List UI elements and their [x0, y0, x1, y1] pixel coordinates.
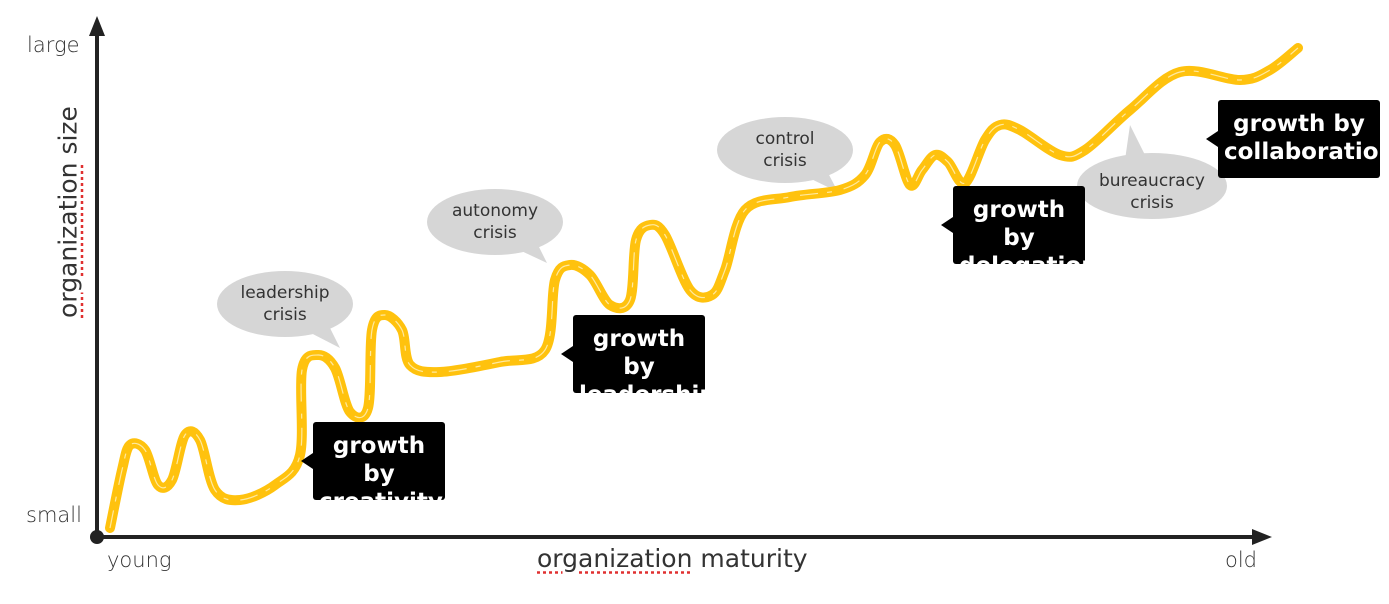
- y-axis-title-word: size: [53, 106, 83, 155]
- phase-line: growth by: [332, 433, 426, 487]
- crisis-line: crisis: [473, 223, 517, 243]
- phase-callout-leadership: growth by leadership: [561, 315, 716, 408]
- x-axis-arrow-icon: [1252, 529, 1272, 545]
- x-right-label: old: [1225, 548, 1258, 572]
- crisis-bubble-autonomy: autonomy crisis: [427, 200, 563, 244]
- phase-callout-collaboration: growth by collaboration: [1206, 100, 1389, 178]
- crisis-line: leadership: [240, 283, 330, 303]
- y-top-label: large: [27, 33, 80, 57]
- phase-callout-delegation: growth by delegation: [941, 186, 1098, 279]
- x-axis-title-word: organization: [537, 544, 693, 573]
- crisis-line: autonomy: [451, 201, 539, 221]
- crisis-line: control: [755, 129, 815, 149]
- crisis-line: crisis: [763, 151, 807, 171]
- x-axis-title-word: maturity: [700, 544, 808, 573]
- crisis-bubble-bureaucracy: bureaucracy crisis: [1077, 170, 1227, 214]
- crisis-bubble-shape: [217, 271, 353, 348]
- x-axis-title: organization maturity: [537, 544, 808, 573]
- crisis-bubble-control: control crisis: [717, 128, 853, 172]
- phase-line: growth by: [592, 326, 686, 380]
- origin-dot: [90, 530, 104, 544]
- phase-line: growth by: [972, 197, 1066, 251]
- y-axis-arrow-icon: [89, 16, 105, 36]
- phase-line: delegation: [959, 253, 1098, 279]
- phase-line: leadership: [579, 382, 716, 408]
- phase-line: creativity: [319, 489, 443, 515]
- y-axis-title: organization size: [54, 106, 83, 318]
- y-bottom-label: small: [26, 503, 82, 527]
- phase-line: collaboration: [1224, 139, 1389, 165]
- growth-curve-texture: [109, 47, 1299, 529]
- phase-callout-creativity: growth by creativity: [301, 422, 445, 515]
- crisis-bubble-leadership: leadership crisis: [217, 282, 353, 326]
- phase-line: growth by: [1233, 111, 1365, 137]
- crisis-bubble-shape: [1077, 125, 1227, 219]
- x-left-label: young: [107, 548, 172, 572]
- crisis-line: bureaucracy: [1099, 171, 1205, 191]
- crisis-line: crisis: [263, 305, 307, 325]
- y-axis-title-word: organization: [53, 162, 83, 318]
- crisis-line: crisis: [1130, 193, 1174, 213]
- crisis-bubble-shape: [427, 189, 563, 263]
